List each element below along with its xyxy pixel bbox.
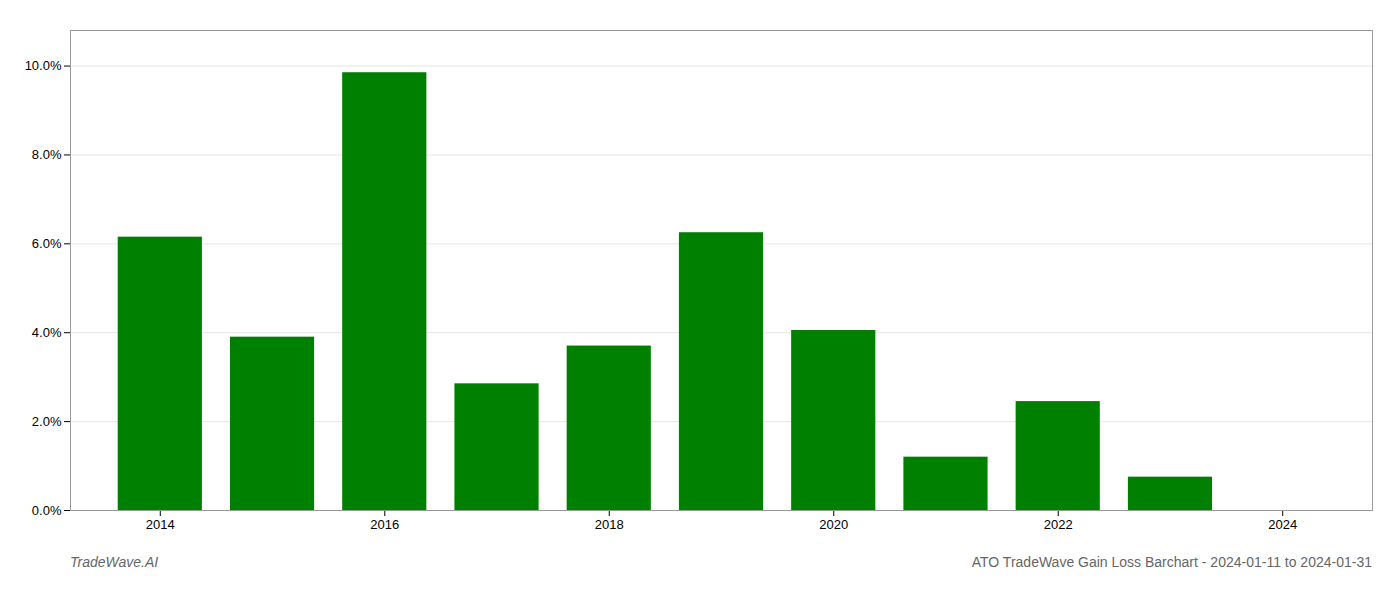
html-text:ATO TradeWave Gain Loss Barcha: ATO TradeWave Gain Loss Barchart - 2024-… xyxy=(971,554,1372,570)
svg-text:0.0%: 0.0% xyxy=(32,503,62,518)
svg-text:10.0%: 10.0% xyxy=(25,58,62,73)
svg-text:2024: 2024 xyxy=(1268,517,1297,532)
svg-text:2014: 2014 xyxy=(146,517,175,532)
svg-text:2.0%: 2.0% xyxy=(32,414,62,429)
svg-text:2020: 2020 xyxy=(819,517,848,532)
svg-text:6.0%: 6.0% xyxy=(32,236,62,251)
svg-text:2018: 2018 xyxy=(595,517,624,532)
svg-text:8.0%: 8.0% xyxy=(32,147,62,162)
svg-text:2016: 2016 xyxy=(370,517,399,532)
html-text:TradeWave.AI: TradeWave.AI xyxy=(70,554,159,570)
svg-text:4.0%: 4.0% xyxy=(32,325,62,340)
svg-text:2022: 2022 xyxy=(1044,517,1073,532)
